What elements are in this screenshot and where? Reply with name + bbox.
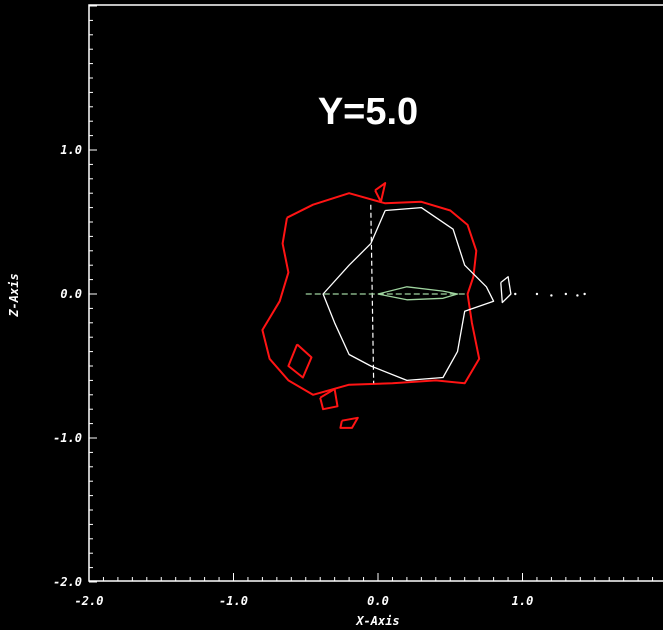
tail-point-1 (535, 292, 539, 296)
tail-point-3 (564, 292, 568, 296)
white-contour-6 (500, 276, 512, 304)
red-contour-0 (261, 192, 481, 396)
y-tick-label: -2.0 (53, 575, 82, 589)
red-contour-1 (287, 343, 313, 379)
x-tick-label: -2.0 (75, 594, 104, 608)
y-tick-label: 0.0 (60, 287, 82, 301)
slice-annotation: Y=5.0 (318, 91, 418, 133)
tick-labels: -2.0 -1.0 0.0 1.0 -2.0 -1.0 0.0 1.0 (53, 143, 533, 608)
tail-point-0 (514, 292, 517, 296)
y-tick-label: -1.0 (53, 431, 82, 445)
x-tick-label: -1.0 (219, 594, 248, 608)
contour-lines (261, 182, 586, 429)
y-axis-title: Z-Axis (7, 273, 21, 317)
x-tick-label: 0.0 (367, 594, 389, 608)
plot-frame (88, 4, 663, 582)
white-contour-5 (322, 206, 495, 382)
tail-point-4 (576, 294, 579, 297)
tail-point-2 (550, 294, 553, 297)
tail-point-5 (583, 292, 586, 296)
green-contour-7 (377, 286, 459, 301)
red-contour-3 (319, 388, 339, 411)
x-axis-title: X-Axis (355, 614, 399, 628)
y-tick-label: 1.0 (60, 143, 82, 157)
red-contour-2 (339, 416, 359, 429)
axis-ticks (88, 5, 654, 583)
red-contour-4 (374, 182, 387, 203)
x-tick-label: 1.0 (512, 594, 534, 608)
